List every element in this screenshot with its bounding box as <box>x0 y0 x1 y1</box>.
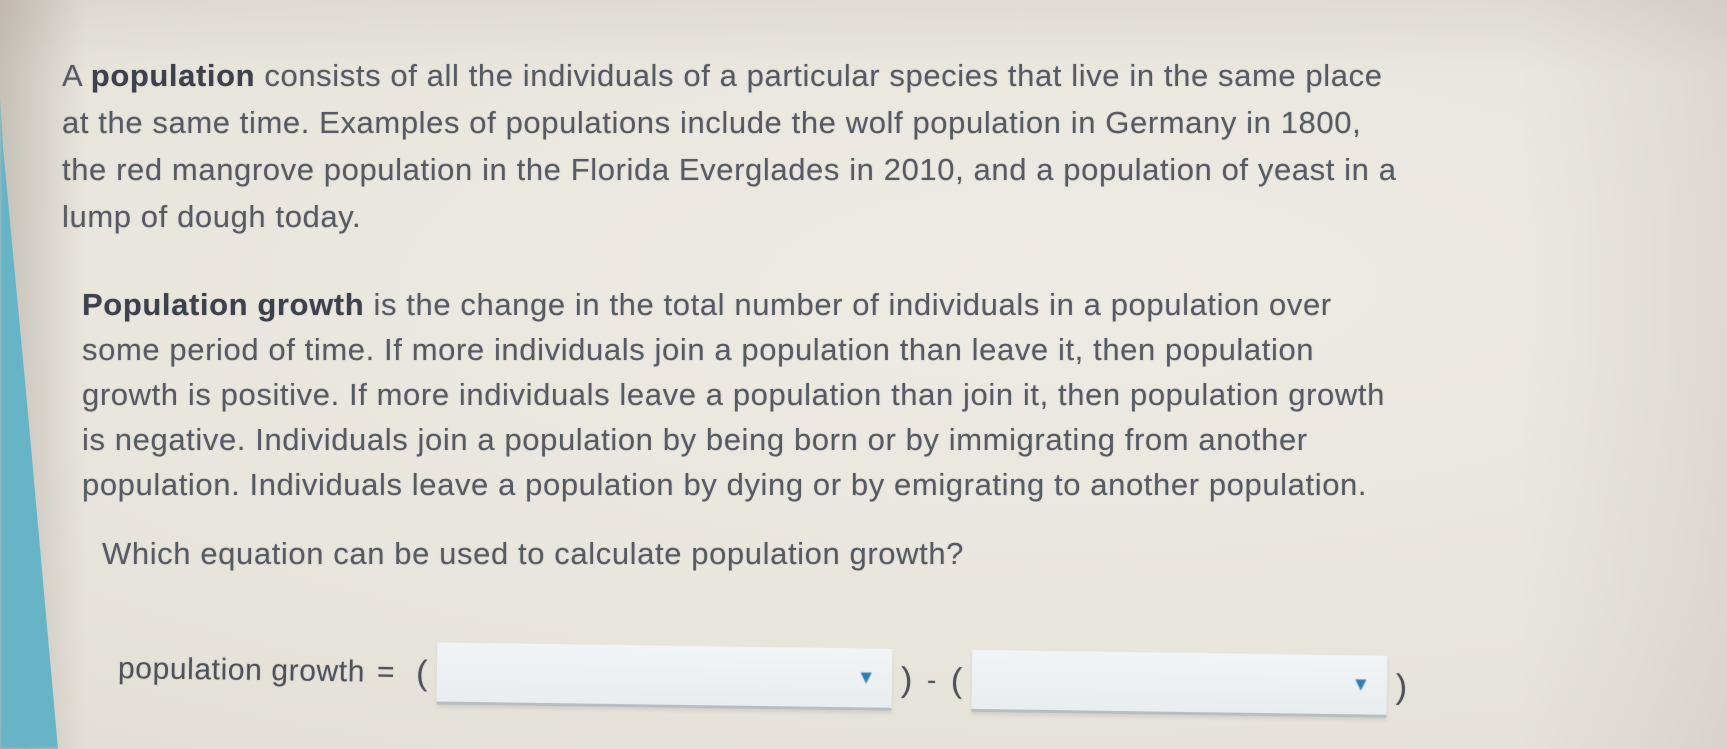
minus-sign: - <box>926 664 938 696</box>
intro-body: consists of all the individuals of a par… <box>62 58 1397 234</box>
open-paren-1: ( <box>415 653 429 692</box>
close-paren-1: ) <box>900 660 914 699</box>
question-text: Which equation can be used to calculate … <box>102 536 965 571</box>
intro-paragraph: A population consists of all the individ… <box>62 52 1722 240</box>
equals-sign: = <box>376 655 396 689</box>
second-term-dropdown-value <box>972 679 1352 684</box>
dropdown-arrow-icon: ▼ <box>1351 674 1371 696</box>
growth-paragraph: Population growth is the change in the t… <box>82 282 1722 507</box>
equation-row: population growth = ( ▼ ) - ( ▼ ) <box>118 638 1418 718</box>
dropdown-arrow-icon: ▼ <box>856 667 877 689</box>
equation-label: population growth <box>117 652 366 689</box>
intro-prefix: A <box>62 58 91 93</box>
close-paren-2: ) <box>1395 667 1409 706</box>
term-population-growth: Population growth <box>82 287 365 322</box>
second-term-dropdown[interactable]: ▼ <box>971 649 1388 718</box>
first-term-dropdown-value <box>437 672 857 678</box>
growth-body: is the change in the total number of ind… <box>82 287 1385 502</box>
open-paren-2: ( <box>950 661 964 700</box>
first-term-dropdown[interactable]: ▼ <box>436 642 893 711</box>
term-population: population <box>90 58 256 93</box>
question-panel: A population consists of all the individ… <box>62 52 1722 718</box>
